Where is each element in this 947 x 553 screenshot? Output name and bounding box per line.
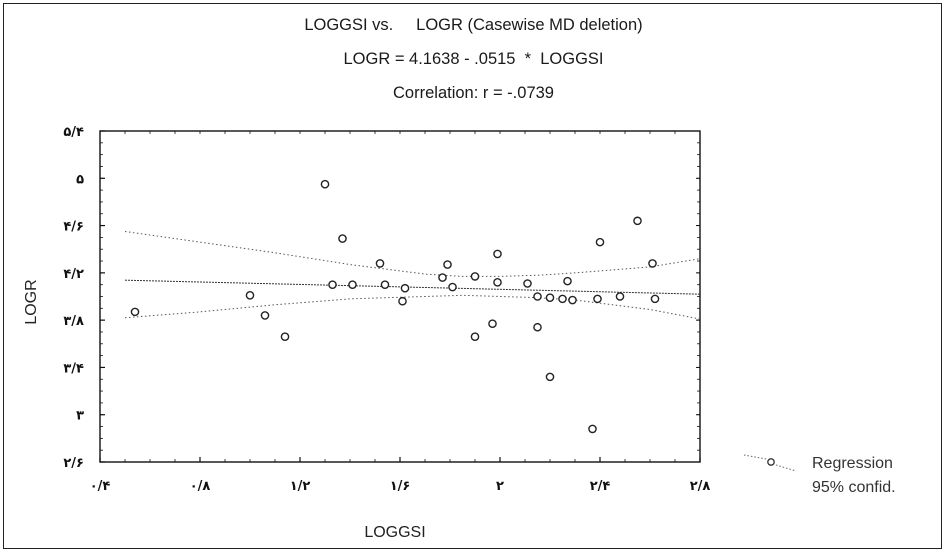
legend-item-regression: Regression bbox=[812, 455, 893, 472]
y-tick-label: ۳ bbox=[76, 409, 84, 424]
legend-line-swatch bbox=[775, 464, 797, 472]
data-point bbox=[545, 372, 555, 382]
data-point bbox=[545, 293, 555, 302]
data-point bbox=[493, 249, 502, 259]
y-tick-label: ۳/۴ bbox=[63, 361, 84, 376]
data-point bbox=[443, 260, 452, 269]
data-point bbox=[438, 273, 447, 282]
data-point bbox=[338, 234, 347, 243]
data-point bbox=[348, 280, 357, 289]
x-axis-label: LOGGSI bbox=[364, 524, 425, 541]
y-tick-label: ۴/۲ bbox=[63, 267, 84, 282]
y-tick-label: ۵/۴ bbox=[63, 125, 84, 140]
data-point bbox=[593, 294, 602, 304]
data-point bbox=[328, 280, 337, 289]
data-point bbox=[245, 291, 255, 300]
chart-frame bbox=[3, 3, 942, 549]
regression-line bbox=[124, 279, 701, 295]
data-point bbox=[375, 259, 385, 268]
correlation-annotation: Correlation: r = -.0739 bbox=[393, 84, 554, 102]
confidence-band-lower bbox=[124, 294, 701, 320]
data-point bbox=[533, 322, 542, 332]
y-tick-label: ۳/۸ bbox=[63, 314, 84, 329]
data-point bbox=[558, 294, 567, 304]
y-tick-label: ۵ bbox=[76, 172, 84, 187]
data-point bbox=[493, 278, 502, 287]
x-tick-label: ۰/۸ bbox=[190, 479, 211, 494]
data-point bbox=[260, 311, 270, 320]
data-point bbox=[400, 283, 410, 293]
data-point bbox=[533, 292, 542, 301]
data-point bbox=[648, 259, 657, 268]
data-point bbox=[563, 276, 572, 286]
y-axis-label: LOGR bbox=[23, 279, 40, 324]
plot-area bbox=[99, 130, 701, 463]
data-point bbox=[280, 332, 290, 341]
y-tick-label: ۴/۶ bbox=[63, 220, 84, 235]
x-tick-label: ۲ bbox=[496, 479, 504, 494]
data-point bbox=[633, 216, 642, 226]
data-point bbox=[650, 294, 660, 304]
data-point bbox=[398, 296, 407, 306]
legend-item-confidence: 95% confid. bbox=[812, 479, 896, 496]
data-point bbox=[448, 282, 457, 292]
chart-title: LOGGSI vs. LOGR (Casewise MD deletion) bbox=[304, 16, 643, 34]
x-tick-label: ۲/۴ bbox=[590, 479, 611, 494]
legend-ci-swatch bbox=[743, 454, 767, 460]
regression-equation: LOGR = 4.1638 - .0515 * LOGGSI bbox=[343, 50, 604, 68]
legend: Regression 95% confid. bbox=[743, 454, 896, 496]
y-tick-label: ۲/۶ bbox=[63, 456, 84, 471]
x-tick-label: ۱/۶ bbox=[390, 479, 411, 494]
x-tick-label: ۱/۲ bbox=[290, 479, 311, 494]
data-point bbox=[568, 295, 577, 305]
data-point bbox=[470, 272, 480, 281]
data-point bbox=[130, 307, 140, 317]
data-point bbox=[588, 424, 597, 434]
data-point bbox=[380, 280, 390, 289]
data-point bbox=[523, 279, 532, 288]
data-point bbox=[320, 179, 330, 189]
data-point bbox=[615, 292, 625, 301]
data-point bbox=[470, 332, 480, 341]
data-point bbox=[595, 237, 605, 247]
confidence-band-upper bbox=[124, 230, 701, 277]
legend-point-swatch bbox=[767, 458, 775, 466]
x-tick-label: ۰/۴ bbox=[90, 479, 111, 494]
data-point bbox=[488, 319, 497, 328]
x-tick-label: ۲/۸ bbox=[690, 479, 711, 494]
